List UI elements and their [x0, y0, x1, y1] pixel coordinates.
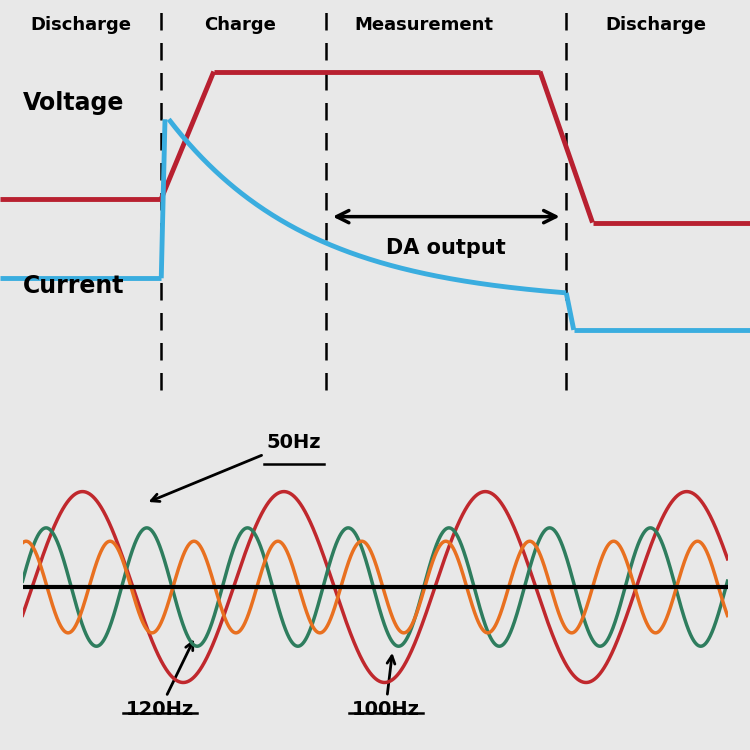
Text: DA output: DA output	[386, 238, 506, 259]
Text: Discharge: Discharge	[30, 16, 131, 34]
Text: Current: Current	[22, 274, 124, 298]
Text: Discharge: Discharge	[606, 16, 706, 34]
Text: 120Hz: 120Hz	[126, 642, 194, 718]
Text: Voltage: Voltage	[22, 92, 124, 116]
Text: Charge: Charge	[204, 16, 276, 34]
Text: Measurement: Measurement	[354, 16, 494, 34]
Text: 50Hz: 50Hz	[152, 433, 321, 502]
Text: 100Hz: 100Hz	[352, 656, 419, 718]
